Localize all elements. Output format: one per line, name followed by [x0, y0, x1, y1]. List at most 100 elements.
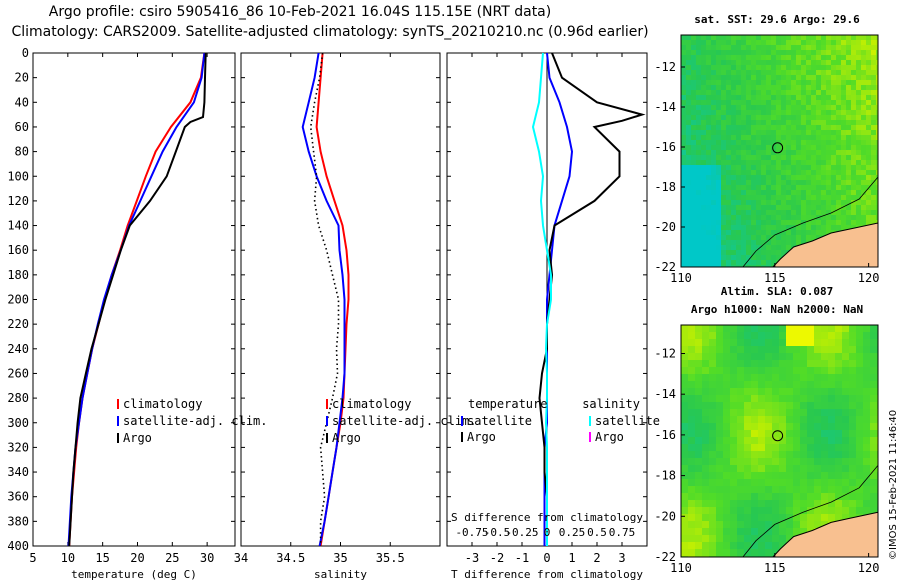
- map-cell: [771, 255, 776, 260]
- map-cell: [746, 250, 751, 255]
- map-cell: [841, 65, 846, 70]
- map-cell: [716, 225, 721, 230]
- map-cell: [771, 150, 776, 155]
- map-cell: [723, 402, 730, 409]
- map-cell: [721, 140, 726, 145]
- map-cell: [695, 458, 702, 465]
- map-cell: [836, 215, 841, 220]
- map-cell: [814, 521, 821, 528]
- y-tick-label: 40: [15, 95, 29, 109]
- map-cell: [866, 40, 871, 45]
- map-cell: [681, 210, 686, 215]
- map-cell: [861, 180, 866, 185]
- map-cell: [826, 205, 831, 210]
- map-cell: [871, 90, 876, 95]
- map-cell: [851, 80, 856, 85]
- map-cell: [681, 507, 688, 514]
- map-cell: [861, 35, 866, 40]
- map-cell: [842, 493, 849, 500]
- map-cell: [746, 85, 751, 90]
- x-tick-label: -1: [515, 551, 529, 565]
- map-cell: [811, 45, 816, 50]
- map-cell: [706, 265, 711, 267]
- map-cell: [786, 240, 791, 245]
- map-cell: [849, 402, 856, 409]
- legend-title-temperature: temperature: [468, 397, 547, 411]
- map-cell: [801, 35, 806, 40]
- map-cell: [876, 190, 878, 195]
- map-cell: [723, 528, 730, 535]
- map-cell: [851, 65, 856, 70]
- map-cell: [842, 402, 849, 409]
- map-cell: [793, 493, 800, 500]
- map-cell: [801, 225, 806, 230]
- map-cell: [791, 145, 796, 150]
- map-cell: [730, 437, 737, 444]
- map-cell: [761, 255, 766, 260]
- map-cell: [711, 40, 716, 45]
- map-cell: [821, 458, 828, 465]
- map-cell: [811, 55, 816, 60]
- map-cell: [746, 215, 751, 220]
- map-cell: [786, 155, 791, 160]
- y-tick-label: 380: [7, 514, 29, 528]
- map-cell: [828, 332, 835, 339]
- map-cell: [702, 339, 709, 346]
- map-cell: [836, 125, 841, 130]
- map-cell: [814, 472, 821, 479]
- map-cell: [786, 205, 791, 210]
- map-cell: [721, 185, 726, 190]
- map-cell: [821, 35, 826, 40]
- map-cell: [801, 95, 806, 100]
- map-cell: [841, 165, 846, 170]
- map-cell: [851, 115, 856, 120]
- map-cell: [856, 150, 861, 155]
- map-cell: [801, 85, 806, 90]
- map-cell: [806, 195, 811, 200]
- map-cell: [744, 542, 751, 549]
- map-cell: [831, 180, 836, 185]
- map-cell: [836, 225, 841, 230]
- map-cell: [849, 486, 856, 493]
- map-cell: [831, 205, 836, 210]
- map-cell: [721, 225, 726, 230]
- map-cell: [841, 130, 846, 135]
- map-cell: [711, 45, 716, 50]
- map-cell: [846, 220, 851, 225]
- sla-map-subtitle: Argo h1000: NaN h2000: NaN: [691, 303, 863, 316]
- map-cell: [696, 165, 701, 170]
- map-cell: [870, 500, 877, 507]
- map-cell: [726, 115, 731, 120]
- map-cell: [811, 205, 816, 210]
- map-cell: [826, 195, 831, 200]
- map-cell: [761, 110, 766, 115]
- map-cell: [821, 150, 826, 155]
- map-cell: [835, 437, 842, 444]
- map-cell: [771, 100, 776, 105]
- map-cell: [737, 430, 744, 437]
- map-cell: [696, 215, 701, 220]
- map-cell: [716, 200, 721, 205]
- map-cell: [828, 346, 835, 353]
- map-cell: [806, 80, 811, 85]
- map-cell: [793, 360, 800, 367]
- map-cell: [756, 130, 761, 135]
- map-cell: [691, 210, 696, 215]
- map-cell: [793, 409, 800, 416]
- map-cell: [766, 235, 771, 240]
- map-cell: [828, 493, 835, 500]
- map-cell: [681, 160, 686, 165]
- map-cell: [842, 486, 849, 493]
- y-tick-label: 140: [7, 219, 29, 233]
- map-cell: [681, 395, 688, 402]
- map-cell: [791, 160, 796, 165]
- map-cell: [786, 115, 791, 120]
- map-cell: [836, 55, 841, 60]
- map-cell: [772, 549, 779, 556]
- map-cell: [851, 45, 856, 50]
- map-cell: [741, 255, 746, 260]
- map-cell: [771, 195, 776, 200]
- map-cell: [806, 70, 811, 75]
- map-cell: [836, 175, 841, 180]
- map-y-tick-label: -20: [654, 220, 676, 234]
